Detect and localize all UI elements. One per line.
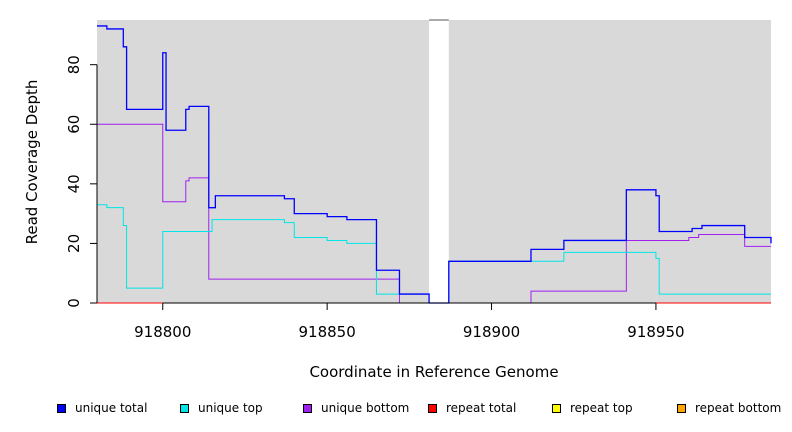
legend-item-repeat-bottom: repeat bottom: [677, 401, 781, 415]
x-tick-label: 918800: [134, 323, 191, 341]
legend-item-repeat-total: repeat total: [428, 401, 516, 415]
axes-layer: 918800 918850 918900 918950 0 20 40 60 80: [65, 55, 685, 341]
legend-item-unique-top: unique top: [180, 401, 263, 415]
legend: unique total unique top unique bottom repea…: [0, 401, 792, 417]
legend-swatch: [677, 403, 686, 413]
y-axis-label: Read Coverage Depth: [23, 80, 41, 245]
legend-item-unique-total: unique total: [57, 401, 147, 415]
x-axis-label: Coordinate in Reference Genome: [309, 363, 558, 381]
legend-label: unique top: [198, 401, 263, 415]
legend-swatch: [552, 403, 561, 413]
y-tick-label: 60: [65, 115, 83, 134]
plot-region-2: [448, 20, 771, 303]
y-tick-label: 0: [65, 298, 83, 308]
x-tick-label: 918950: [627, 323, 684, 341]
legend-label: repeat bottom: [695, 401, 782, 415]
legend-label: unique total: [75, 401, 148, 415]
legend-swatch: [180, 403, 189, 413]
plot-region-1: [97, 20, 430, 303]
legend-label: repeat total: [446, 401, 517, 415]
x-tick-label: 918900: [463, 323, 520, 341]
series-line-unique-top: [97, 204, 771, 304]
series-line-unique-total: [97, 25, 772, 304]
legend-swatch: [428, 403, 437, 413]
legend-swatch: [303, 403, 312, 413]
y-tick-label: 80: [65, 55, 83, 74]
legend-label: unique bottom: [321, 401, 410, 415]
legend-swatch: [57, 403, 66, 413]
legend-item-unique-bottom: unique bottom: [303, 401, 409, 415]
legend-label: repeat top: [570, 401, 633, 415]
legend-item-repeat-top: repeat top: [552, 401, 633, 415]
y-tick-label: 20: [65, 234, 83, 253]
x-tick-label: 918850: [299, 323, 356, 341]
y-tick-label: 40: [65, 174, 83, 193]
plot-background: [97, 19, 771, 303]
